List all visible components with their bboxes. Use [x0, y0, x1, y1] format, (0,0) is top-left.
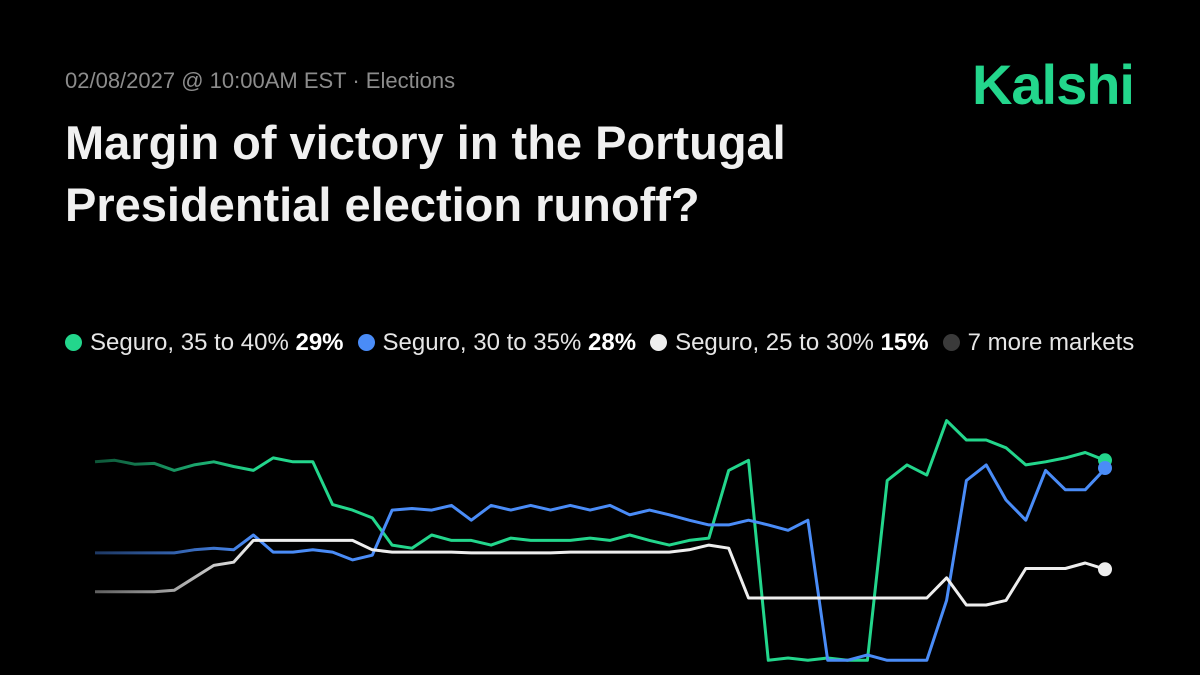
series-line [95, 463, 1107, 662]
legend-item: Seguro, 30 to 35% 28% [357, 318, 637, 368]
legend-item: Seguro, 35 to 40% 29% [65, 318, 344, 368]
more-markets: 7 more markets [967, 329, 1135, 356]
legend-value: 15% [880, 329, 929, 356]
legend-label: Seguro, 25 to 30% [675, 329, 874, 356]
legend-label: Seguro, 30 to 35% [382, 329, 582, 356]
legend-item: Seguro, 25 to 30% 15% [650, 318, 929, 368]
series-line [95, 538, 1106, 607]
date: 02/08/2027 [65, 68, 176, 93]
legend-dot [650, 334, 668, 351]
legend-label: Seguro, 35 to 40% [90, 329, 289, 356]
end-dot [1098, 461, 1112, 476]
legend-value: 29% [295, 329, 344, 356]
legend-item: 7 more markets [942, 318, 1135, 368]
legend: Seguro, 35 to 40% 29% Seguro, 30 to 35% 2… [65, 318, 1165, 368]
time: 10:00AM EST [209, 68, 347, 93]
series-line [94, 419, 1106, 662]
legend-dot [942, 334, 960, 351]
legend-dot [65, 334, 82, 351]
legend-dot [357, 334, 375, 351]
category: Elections [365, 68, 456, 93]
end-dot [1098, 562, 1112, 577]
chart-title: Margin of victory in the Portugal Presid… [65, 116, 786, 231]
meta: 02/08/2027 @ 10:00AM EST · Elections [65, 68, 456, 93]
legend-value: 28% [588, 329, 637, 356]
brand-logo: Kalshi [971, 53, 1135, 116]
